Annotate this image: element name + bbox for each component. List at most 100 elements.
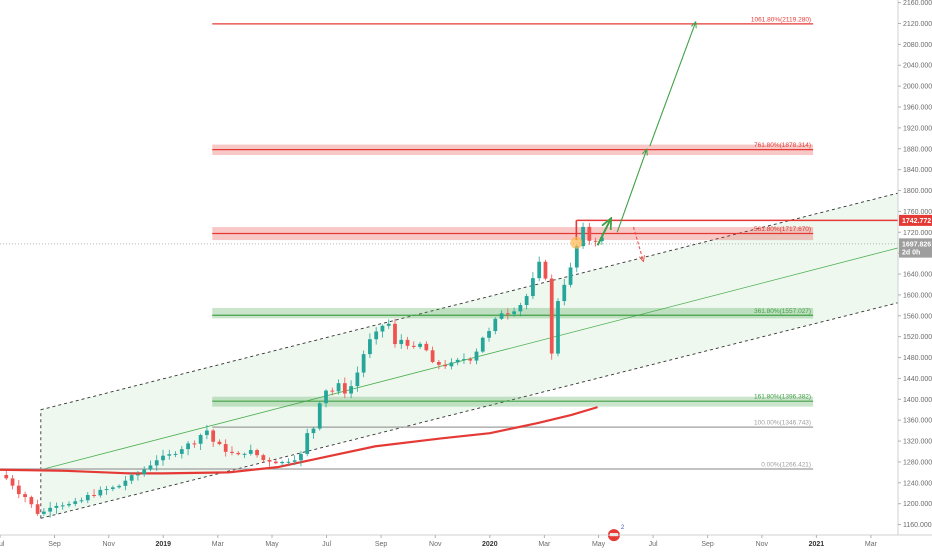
candles-layer xyxy=(4,222,604,518)
moving-average-layer xyxy=(0,406,598,475)
x-tick-label: Jul xyxy=(0,541,5,548)
candle-up xyxy=(568,267,573,285)
candle-down xyxy=(192,443,197,445)
x-tick-label: Sep xyxy=(701,541,714,548)
price-badge xyxy=(899,214,932,226)
channel-mid-line xyxy=(40,247,899,471)
x-tick-label: Nov xyxy=(429,541,442,548)
x-tick-label: 2019 xyxy=(155,541,171,548)
projection-arrow-dashed xyxy=(632,226,643,261)
candle-up xyxy=(242,453,247,455)
y-tick-label: 1400.000 xyxy=(903,397,932,404)
candle-down xyxy=(436,361,441,365)
fib-level-label: 361.80%(1557.027) xyxy=(754,308,811,315)
candle-up xyxy=(186,443,190,450)
candle-down xyxy=(16,485,21,495)
candle-down xyxy=(593,240,598,242)
y-tick-label: 1720.000 xyxy=(903,230,932,237)
projection-arrow xyxy=(649,22,696,147)
candle-up xyxy=(474,351,479,361)
y-axis-panel xyxy=(898,0,932,550)
candle-up xyxy=(198,435,203,444)
candle-up xyxy=(480,337,485,352)
candle-up xyxy=(67,503,71,506)
candle-down xyxy=(342,383,347,394)
moving-average-line xyxy=(0,406,598,475)
y-tick-label: 1760.000 xyxy=(903,209,932,216)
candle-up xyxy=(73,501,78,504)
candle-up xyxy=(418,343,422,347)
fib-level-label: 1061.80%(2119.280) xyxy=(751,16,811,23)
candle-up xyxy=(512,311,516,315)
candle-down xyxy=(35,504,40,514)
highlight-circle xyxy=(570,236,583,249)
candle-up xyxy=(355,372,360,387)
y-tick-label: 1600.000 xyxy=(903,292,932,299)
candle-up xyxy=(462,359,466,361)
candle-down xyxy=(211,430,216,442)
candle-down xyxy=(393,323,397,345)
projection-arrow xyxy=(616,150,646,233)
candle-down xyxy=(267,459,272,462)
y-tick-label: 1200.000 xyxy=(903,501,932,508)
y-tick-label: 1520.000 xyxy=(903,334,932,341)
candle-up xyxy=(48,507,53,512)
candle-up xyxy=(574,246,579,268)
y-tick-label: 1640.000 xyxy=(903,272,932,279)
x-tick-label: Mar xyxy=(538,541,551,548)
candle-up xyxy=(148,465,153,470)
projection-arrow xyxy=(596,219,611,246)
candle-up xyxy=(499,313,504,319)
candle-up xyxy=(531,278,535,297)
candle-down xyxy=(261,455,266,460)
levels-layer: 1061.80%(2119.280) 761.80%(1878.314) 561.8… xyxy=(0,16,898,470)
candle-down xyxy=(255,450,259,456)
candle-down xyxy=(10,478,15,486)
y-tick-label: 2000.000 xyxy=(903,84,932,91)
y-tick-label: 1880.000 xyxy=(903,146,932,153)
candle-down xyxy=(405,339,410,346)
price-badge xyxy=(899,246,932,258)
y-tick-label: 1920.000 xyxy=(903,125,932,132)
candle-up xyxy=(129,475,134,481)
candle-up xyxy=(142,469,147,475)
candle-up xyxy=(493,318,498,332)
x-tick-label: Nov xyxy=(756,541,769,548)
candle-up xyxy=(248,450,253,454)
candle-up xyxy=(562,284,567,302)
y-tick-label: 1360.000 xyxy=(903,418,932,425)
price-badge-label: 1697.826 xyxy=(902,241,931,248)
x-tick-label: Sep xyxy=(48,541,61,548)
fib-level-label: 0.00%(1266.421) xyxy=(761,462,811,469)
candle-up xyxy=(537,261,542,279)
candle-down xyxy=(29,497,34,505)
candle-down xyxy=(543,261,548,279)
candle-up xyxy=(518,305,523,312)
candle-up xyxy=(117,485,122,488)
candle-up xyxy=(179,449,184,454)
candle-up xyxy=(154,460,159,466)
candle-up xyxy=(286,461,291,463)
candle-down xyxy=(92,494,96,496)
candle-up xyxy=(280,461,285,464)
candle-down xyxy=(430,350,435,362)
candle-up xyxy=(161,455,165,461)
candle-up xyxy=(380,325,385,332)
candle-up xyxy=(305,433,310,454)
candle-up xyxy=(600,237,604,242)
event-count: 2 xyxy=(621,525,625,531)
candle-up xyxy=(324,390,328,404)
candle-up xyxy=(79,500,84,502)
x-tick-label: May xyxy=(592,541,606,548)
x-tick-label: Nov xyxy=(103,541,116,548)
x-tick-label: Mar xyxy=(865,541,878,548)
fib-level-label: 161.80%(1396.382) xyxy=(754,394,811,401)
candle-up xyxy=(104,489,109,491)
x-tick-label: Mar xyxy=(212,541,225,548)
y-tick-label: 1560.000 xyxy=(903,313,932,320)
candle-up xyxy=(205,430,209,436)
candle-up xyxy=(487,331,491,338)
candle-up xyxy=(386,323,391,326)
